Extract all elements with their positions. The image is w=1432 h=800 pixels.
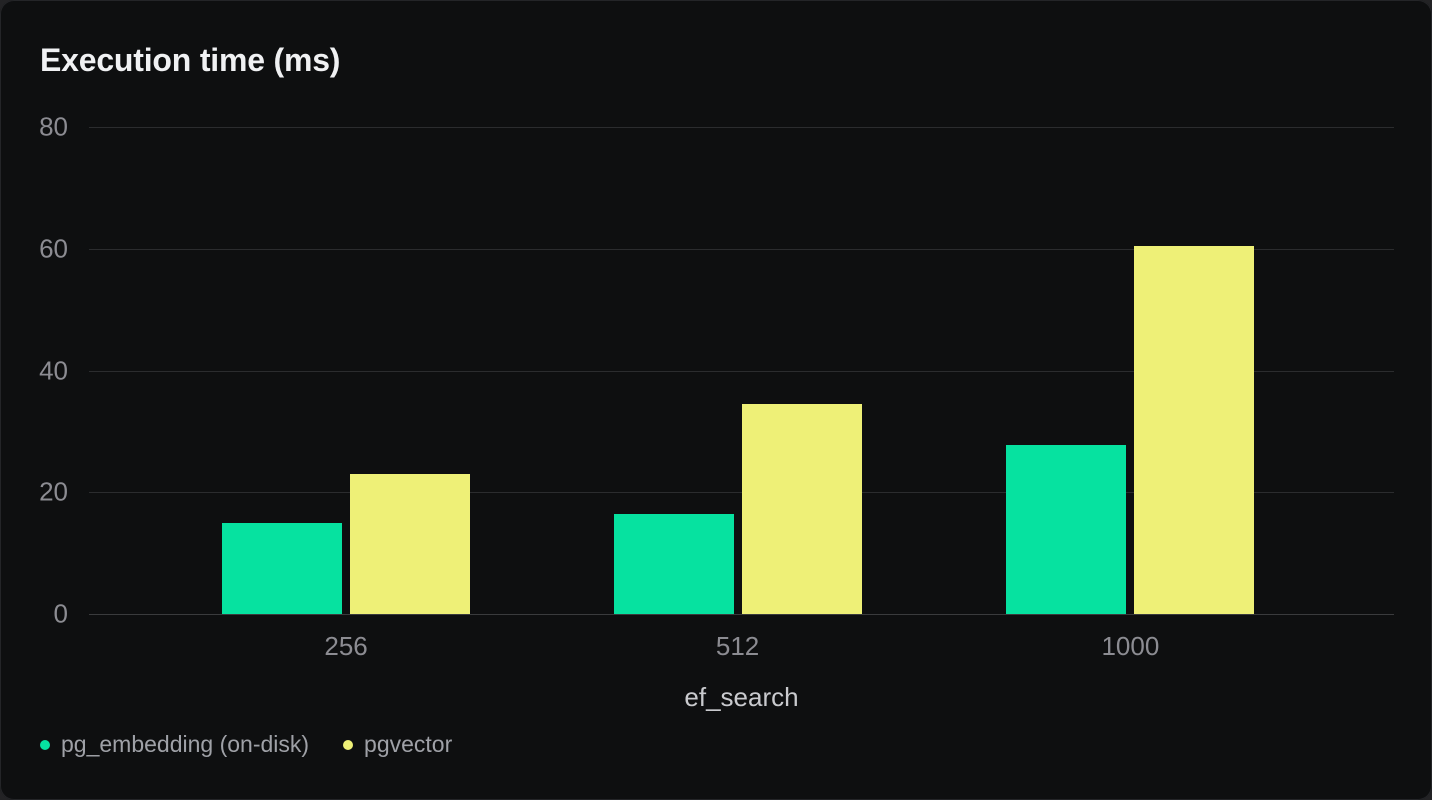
y-tick-label-0: 0 [53, 598, 68, 629]
legend-dot-pgvector-icon [343, 739, 354, 750]
gridline-20 [89, 492, 1394, 494]
bar-pgvector-256 [350, 474, 471, 614]
gridline-40 [89, 370, 1394, 372]
bar-pg-embedding-on-disk-512 [613, 513, 734, 614]
y-tick-label-20: 20 [39, 476, 68, 507]
legend-label-pg-embedding: pg_embedding (on-disk) [61, 731, 310, 757]
legend-item-pg-embedding: pg_embedding (on-disk) [40, 731, 309, 758]
bar-pg-embedding-on-disk-256 [222, 522, 343, 614]
y-tick-label-40: 40 [39, 355, 68, 385]
bar-pgvector-512 [741, 403, 862, 614]
x-axis-title: ef_search [684, 682, 799, 712]
y-tick-label-60: 60 [39, 233, 68, 264]
y-tick-label-80: 80 [39, 111, 68, 142]
legend-dot-pg-embedding-icon [40, 739, 50, 750]
bar-pgvector-1000 [1134, 245, 1255, 614]
bar-pg-embedding-on-disk-1000 [1006, 444, 1127, 614]
chart-title: Execution time (ms) [40, 42, 341, 78]
gridline-60 [89, 248, 1394, 250]
x-tick-label-1000: 1000 [1101, 631, 1160, 661]
legend-label-pgvector: pgvector [364, 731, 453, 757]
x-tick-label-256: 256 [324, 631, 368, 661]
gridline-80 [89, 127, 1394, 128]
plot-area: 0 20 40 60 80 256 512 1000 [39, 112, 1394, 661]
legend-item-pgvector: pgvector [343, 731, 452, 758]
legend: pg_embedding (on-disk) pgvector [40, 731, 452, 758]
gridline-0 [89, 614, 1394, 615]
x-tick-label-512: 512 [715, 631, 760, 661]
